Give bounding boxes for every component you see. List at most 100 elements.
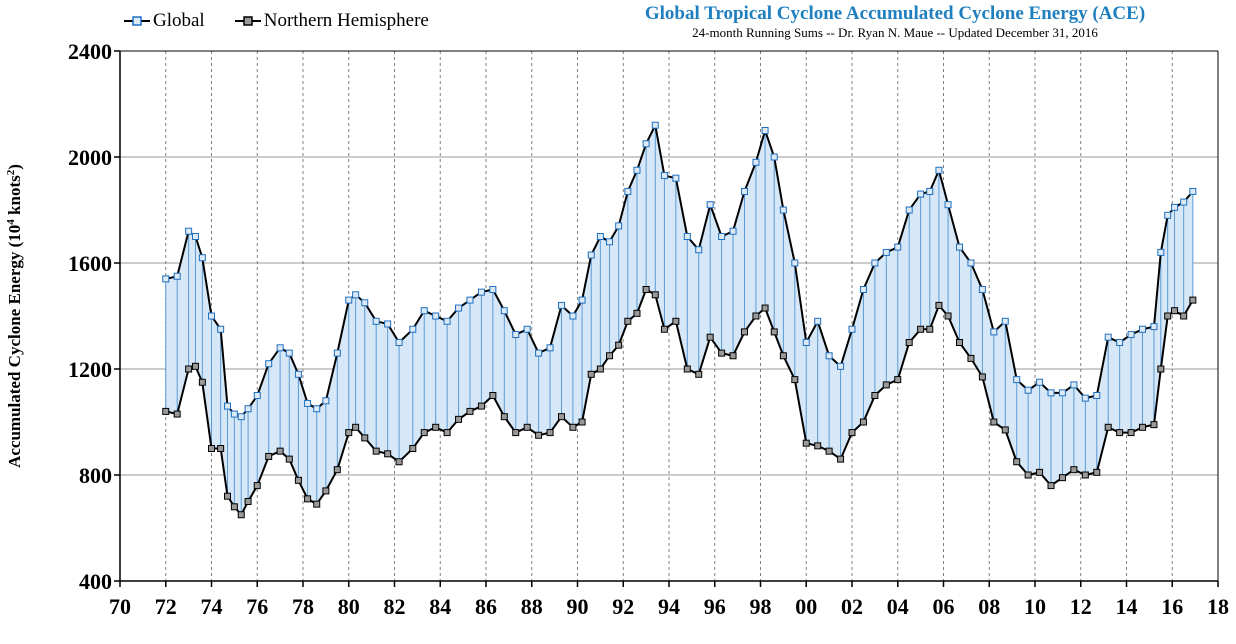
point-global <box>606 238 614 246</box>
point-global <box>198 254 206 262</box>
point-nh <box>587 370 595 378</box>
point-nh <box>276 447 284 455</box>
point-global <box>596 233 604 240</box>
point-nh <box>557 413 565 421</box>
chart-title: Global Tropical Cyclone Accumulated Cycl… <box>644 3 1146 24</box>
y-tick-label: 2400 <box>68 39 112 64</box>
point-nh <box>208 445 215 452</box>
point-nh <box>761 304 769 312</box>
x-tick-label: 70 <box>109 594 131 619</box>
point-nh <box>624 317 632 325</box>
point-global <box>455 304 463 312</box>
point-global <box>956 243 964 251</box>
x-tick-label: 94 <box>658 594 680 619</box>
point-nh <box>313 500 321 508</box>
point-global <box>466 296 474 304</box>
point-nh <box>1164 312 1172 320</box>
point-global <box>253 392 261 399</box>
x-tick-label: 82 <box>384 594 406 619</box>
point-global <box>217 325 225 333</box>
point-global <box>837 362 845 370</box>
point-nh <box>935 301 943 309</box>
point-nh <box>871 392 879 399</box>
point-global <box>1081 394 1089 402</box>
legend: Global Northern Hemisphere <box>124 10 429 32</box>
point-global <box>967 259 975 267</box>
point-nh <box>718 349 726 357</box>
x-tick-label: 84 <box>429 594 451 619</box>
point-nh <box>395 458 403 466</box>
point-nh <box>333 466 341 474</box>
point-nh <box>615 341 623 349</box>
point-nh <box>578 418 586 426</box>
point-nh <box>1104 423 1112 431</box>
point-nh <box>967 354 975 362</box>
point-global <box>1058 389 1066 397</box>
point-global <box>729 227 737 235</box>
point-global <box>546 344 554 352</box>
point-global <box>361 299 369 307</box>
series-lines <box>165 122 1194 517</box>
point-nh <box>1024 471 1032 479</box>
x-tick-label: 80 <box>338 594 360 619</box>
point-global <box>185 227 193 235</box>
point-nh <box>420 429 428 437</box>
point-global <box>1116 339 1124 346</box>
point-global <box>1157 248 1165 256</box>
point-nh <box>779 352 787 360</box>
point-global <box>173 272 181 280</box>
point-global <box>871 259 879 267</box>
point-nh <box>1139 423 1147 431</box>
x-tick-label: 90 <box>567 594 589 619</box>
point-nh <box>1081 471 1089 479</box>
point-global <box>624 187 632 195</box>
point-nh <box>814 442 822 450</box>
point-nh <box>859 418 867 426</box>
point-global <box>285 349 293 357</box>
point-global <box>294 370 302 378</box>
point-global <box>1139 325 1147 333</box>
point-global <box>770 153 778 161</box>
point-global <box>1171 203 1179 211</box>
point-global <box>244 405 252 413</box>
x-tick-label: 72 <box>155 594 177 619</box>
point-global <box>523 325 531 333</box>
x-tick-label: 92 <box>612 594 634 619</box>
point-nh <box>882 381 890 389</box>
point-nh <box>1189 296 1197 304</box>
point-global <box>1070 381 1078 389</box>
point-global <box>191 233 199 240</box>
point-global <box>1180 198 1188 206</box>
legend-marker-global-icon <box>124 16 150 26</box>
point-global <box>237 413 245 421</box>
point-global <box>944 201 952 209</box>
point-global <box>304 399 312 407</box>
point-global <box>409 325 417 333</box>
point-global <box>224 402 232 410</box>
point-global <box>322 397 330 405</box>
point-nh <box>455 415 463 423</box>
point-nh <box>477 402 485 410</box>
point-global <box>1047 389 1055 397</box>
point-nh <box>322 487 330 495</box>
point-global <box>587 251 595 259</box>
legend-item-nh: Northern Hemisphere <box>234 10 429 32</box>
point-nh <box>802 439 810 447</box>
x-tick-label: 02 <box>841 594 863 619</box>
point-nh <box>265 452 273 460</box>
point-nh <box>1058 474 1066 482</box>
point-nh <box>500 413 508 421</box>
point-nh <box>729 352 737 360</box>
point-global <box>535 349 543 357</box>
point-global <box>162 275 170 283</box>
point-global <box>615 222 623 230</box>
series-line-nh <box>165 288 1194 517</box>
point-global <box>432 312 440 320</box>
point-global <box>695 246 703 254</box>
x-tick-label: 18 <box>1207 594 1229 619</box>
point-nh <box>352 423 360 431</box>
point-global <box>672 174 680 182</box>
point-global <box>1036 378 1044 386</box>
point-nh <box>596 365 604 373</box>
